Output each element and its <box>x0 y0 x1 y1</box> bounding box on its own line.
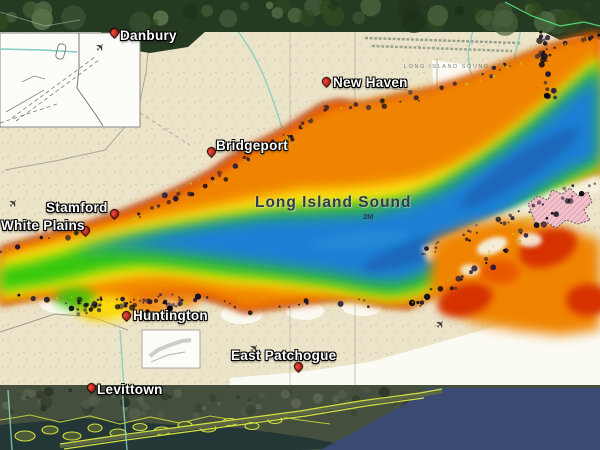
chart-note-row <box>371 44 513 53</box>
marsh-island <box>14 430 36 442</box>
bathymetry-overlay <box>0 30 600 335</box>
state-boundary-line <box>4 32 151 171</box>
chart-note-row <box>364 36 521 45</box>
marsh-island <box>62 431 82 441</box>
satellite-south-shore-band <box>0 385 600 450</box>
barrier-island <box>59 388 443 449</box>
atlantic-ocean <box>320 388 600 450</box>
marsh-island <box>132 422 148 432</box>
inset-index-box <box>141 329 201 369</box>
green-boundary-line <box>504 1 600 27</box>
inset-chart-box <box>0 32 141 128</box>
marsh-island <box>41 425 59 435</box>
satellite-forest-band <box>0 0 600 53</box>
urban-hatched-area <box>527 187 593 229</box>
marsh-island <box>87 423 103 433</box>
